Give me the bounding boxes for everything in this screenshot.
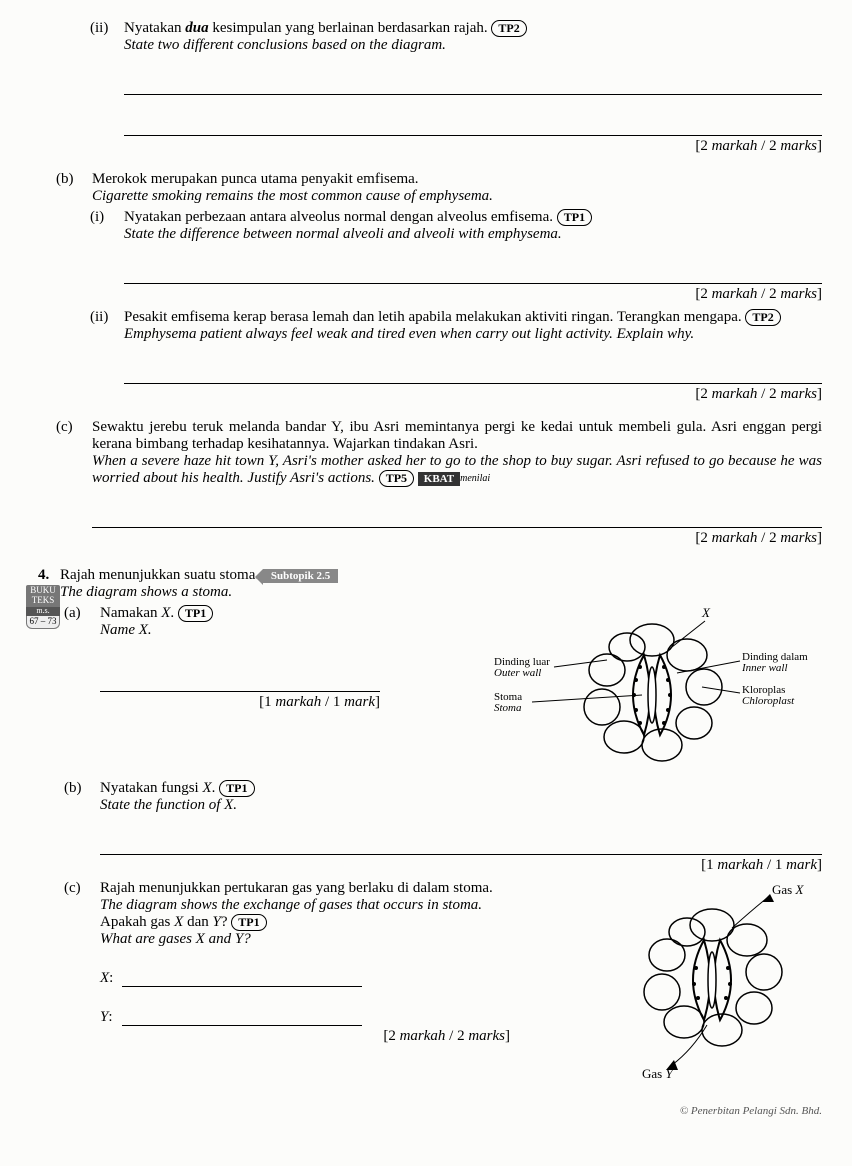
svg-text:Inner wall: Inner wall <box>741 662 788 674</box>
answer-line[interactable] <box>124 261 822 284</box>
tp-badge: TP1 <box>178 605 213 622</box>
sub-label: (ii) <box>90 20 124 37</box>
sub-label: (b) <box>56 171 92 188</box>
marks-text: [2 markah / 2 marks] <box>124 386 822 403</box>
marks-text: [2 markah / 2 marks] <box>124 138 822 155</box>
tp-badge: TP1 <box>557 209 592 226</box>
tp-badge: TP5 <box>379 470 414 487</box>
svg-text:Gas Y: Gas Y <box>642 1066 674 1080</box>
svg-text:Stoma: Stoma <box>494 702 522 714</box>
kbat-sub: menilai <box>460 473 490 484</box>
question-text-ms: Rajah menunjukkan pertukaran gas yang be… <box>100 880 493 896</box>
question-text-en: Name X. <box>100 622 152 638</box>
question-text-en: The diagram shows a stoma. <box>60 584 232 600</box>
sub-label: (i) <box>90 209 124 226</box>
marks-text: [2 markah / 2 marks] <box>100 1028 510 1045</box>
question-text-en-2: What are gases X and Y? <box>100 931 251 947</box>
question-number: 4. <box>38 567 60 584</box>
tp-badge: TP1 <box>231 914 266 931</box>
question-text-en: State two different conclusions based on… <box>124 37 446 53</box>
question-text-ms: Nyatakan fungsi X. <box>100 780 215 796</box>
marks-text: [1 markah / 1 mark] <box>100 694 380 711</box>
sub-label: (c) <box>56 419 92 436</box>
footer-copyright: © Penerbitan Pelangi Sdn. Bhd. <box>30 1105 822 1117</box>
x-label: X: <box>100 970 122 987</box>
question-text-en: Emphysema patient always feel weak and t… <box>124 326 694 342</box>
question-text-ms: Merokok merupakan punca utama penyakit e… <box>92 171 419 187</box>
sub-label: (ii) <box>90 309 124 326</box>
stoma-diagram: Dinding luar Outer wall Stoma Stoma X Di… <box>492 605 822 780</box>
answer-line-y[interactable] <box>122 1003 362 1026</box>
answer-line[interactable] <box>124 361 822 384</box>
question-text-ms: Pesakit emfisema kerap berasa lemah dan … <box>124 309 742 325</box>
gas-exchange-diagram: Gas X <box>612 880 822 1085</box>
tp-badge: TP1 <box>219 780 254 797</box>
sub-label: (c) <box>64 880 100 897</box>
marks-text: [2 markah / 2 marks] <box>92 530 822 547</box>
answer-line[interactable] <box>124 113 822 136</box>
question-text-ms: Nyatakan dua kesimpulan yang berlainan b… <box>124 20 488 36</box>
svg-text:Outer wall: Outer wall <box>494 667 541 679</box>
tp-badge: TP2 <box>745 309 780 326</box>
buku-teks-badge: BUKU TEKS m.s. 67 – 73 <box>26 585 60 628</box>
question-text-en: State the difference between normal alve… <box>124 226 562 242</box>
sub-label: (a) <box>64 605 100 622</box>
svg-text:X: X <box>701 605 711 620</box>
marks-text: [2 markah / 2 marks] <box>124 286 822 303</box>
subtopik-badge: Subtopik 2.5 <box>263 569 338 583</box>
answer-line[interactable] <box>124 72 822 95</box>
question-text-en: The diagram shows the exchange of gases … <box>100 897 482 913</box>
sub-label: (b) <box>64 780 100 797</box>
question-text-ms-2: Apakah gas X dan Y? <box>100 914 228 930</box>
y-label: Y: <box>100 1009 122 1026</box>
tp-badge: TP2 <box>491 20 526 37</box>
question-text-ms: Namakan X. <box>100 605 174 621</box>
question-text-en: Cigarette smoking remains the most commo… <box>92 188 493 204</box>
question-text-ms: Rajah menunjukkan suatu stoma. <box>60 567 259 583</box>
kbat-badge: KBAT <box>418 472 460 486</box>
question-text-ms: Sewaktu jerebu teruk melanda bandar Y, i… <box>92 419 822 452</box>
question-text-ms: Nyatakan perbezaan antara alveolus norma… <box>124 209 553 225</box>
svg-text:Gas X: Gas X <box>772 882 804 897</box>
svg-text:Chloroplast: Chloroplast <box>742 695 795 707</box>
question-text-en: State the function of X. <box>100 797 237 813</box>
answer-line[interactable] <box>100 832 822 855</box>
answer-line-x[interactable] <box>122 964 362 987</box>
marks-text: [1 markah / 1 mark] <box>100 857 822 874</box>
answer-line[interactable] <box>100 669 380 692</box>
answer-line[interactable] <box>92 505 822 528</box>
